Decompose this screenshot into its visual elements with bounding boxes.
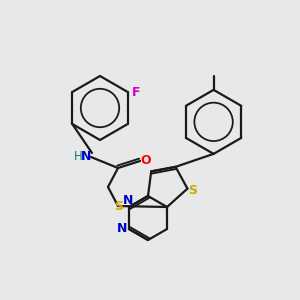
Text: N: N	[123, 194, 133, 206]
Text: N: N	[117, 223, 127, 236]
Text: S: S	[188, 184, 197, 197]
Text: O: O	[141, 154, 151, 166]
Text: F: F	[132, 85, 140, 98]
Text: H: H	[74, 151, 82, 164]
Text: S: S	[115, 200, 124, 214]
Text: N: N	[81, 151, 91, 164]
